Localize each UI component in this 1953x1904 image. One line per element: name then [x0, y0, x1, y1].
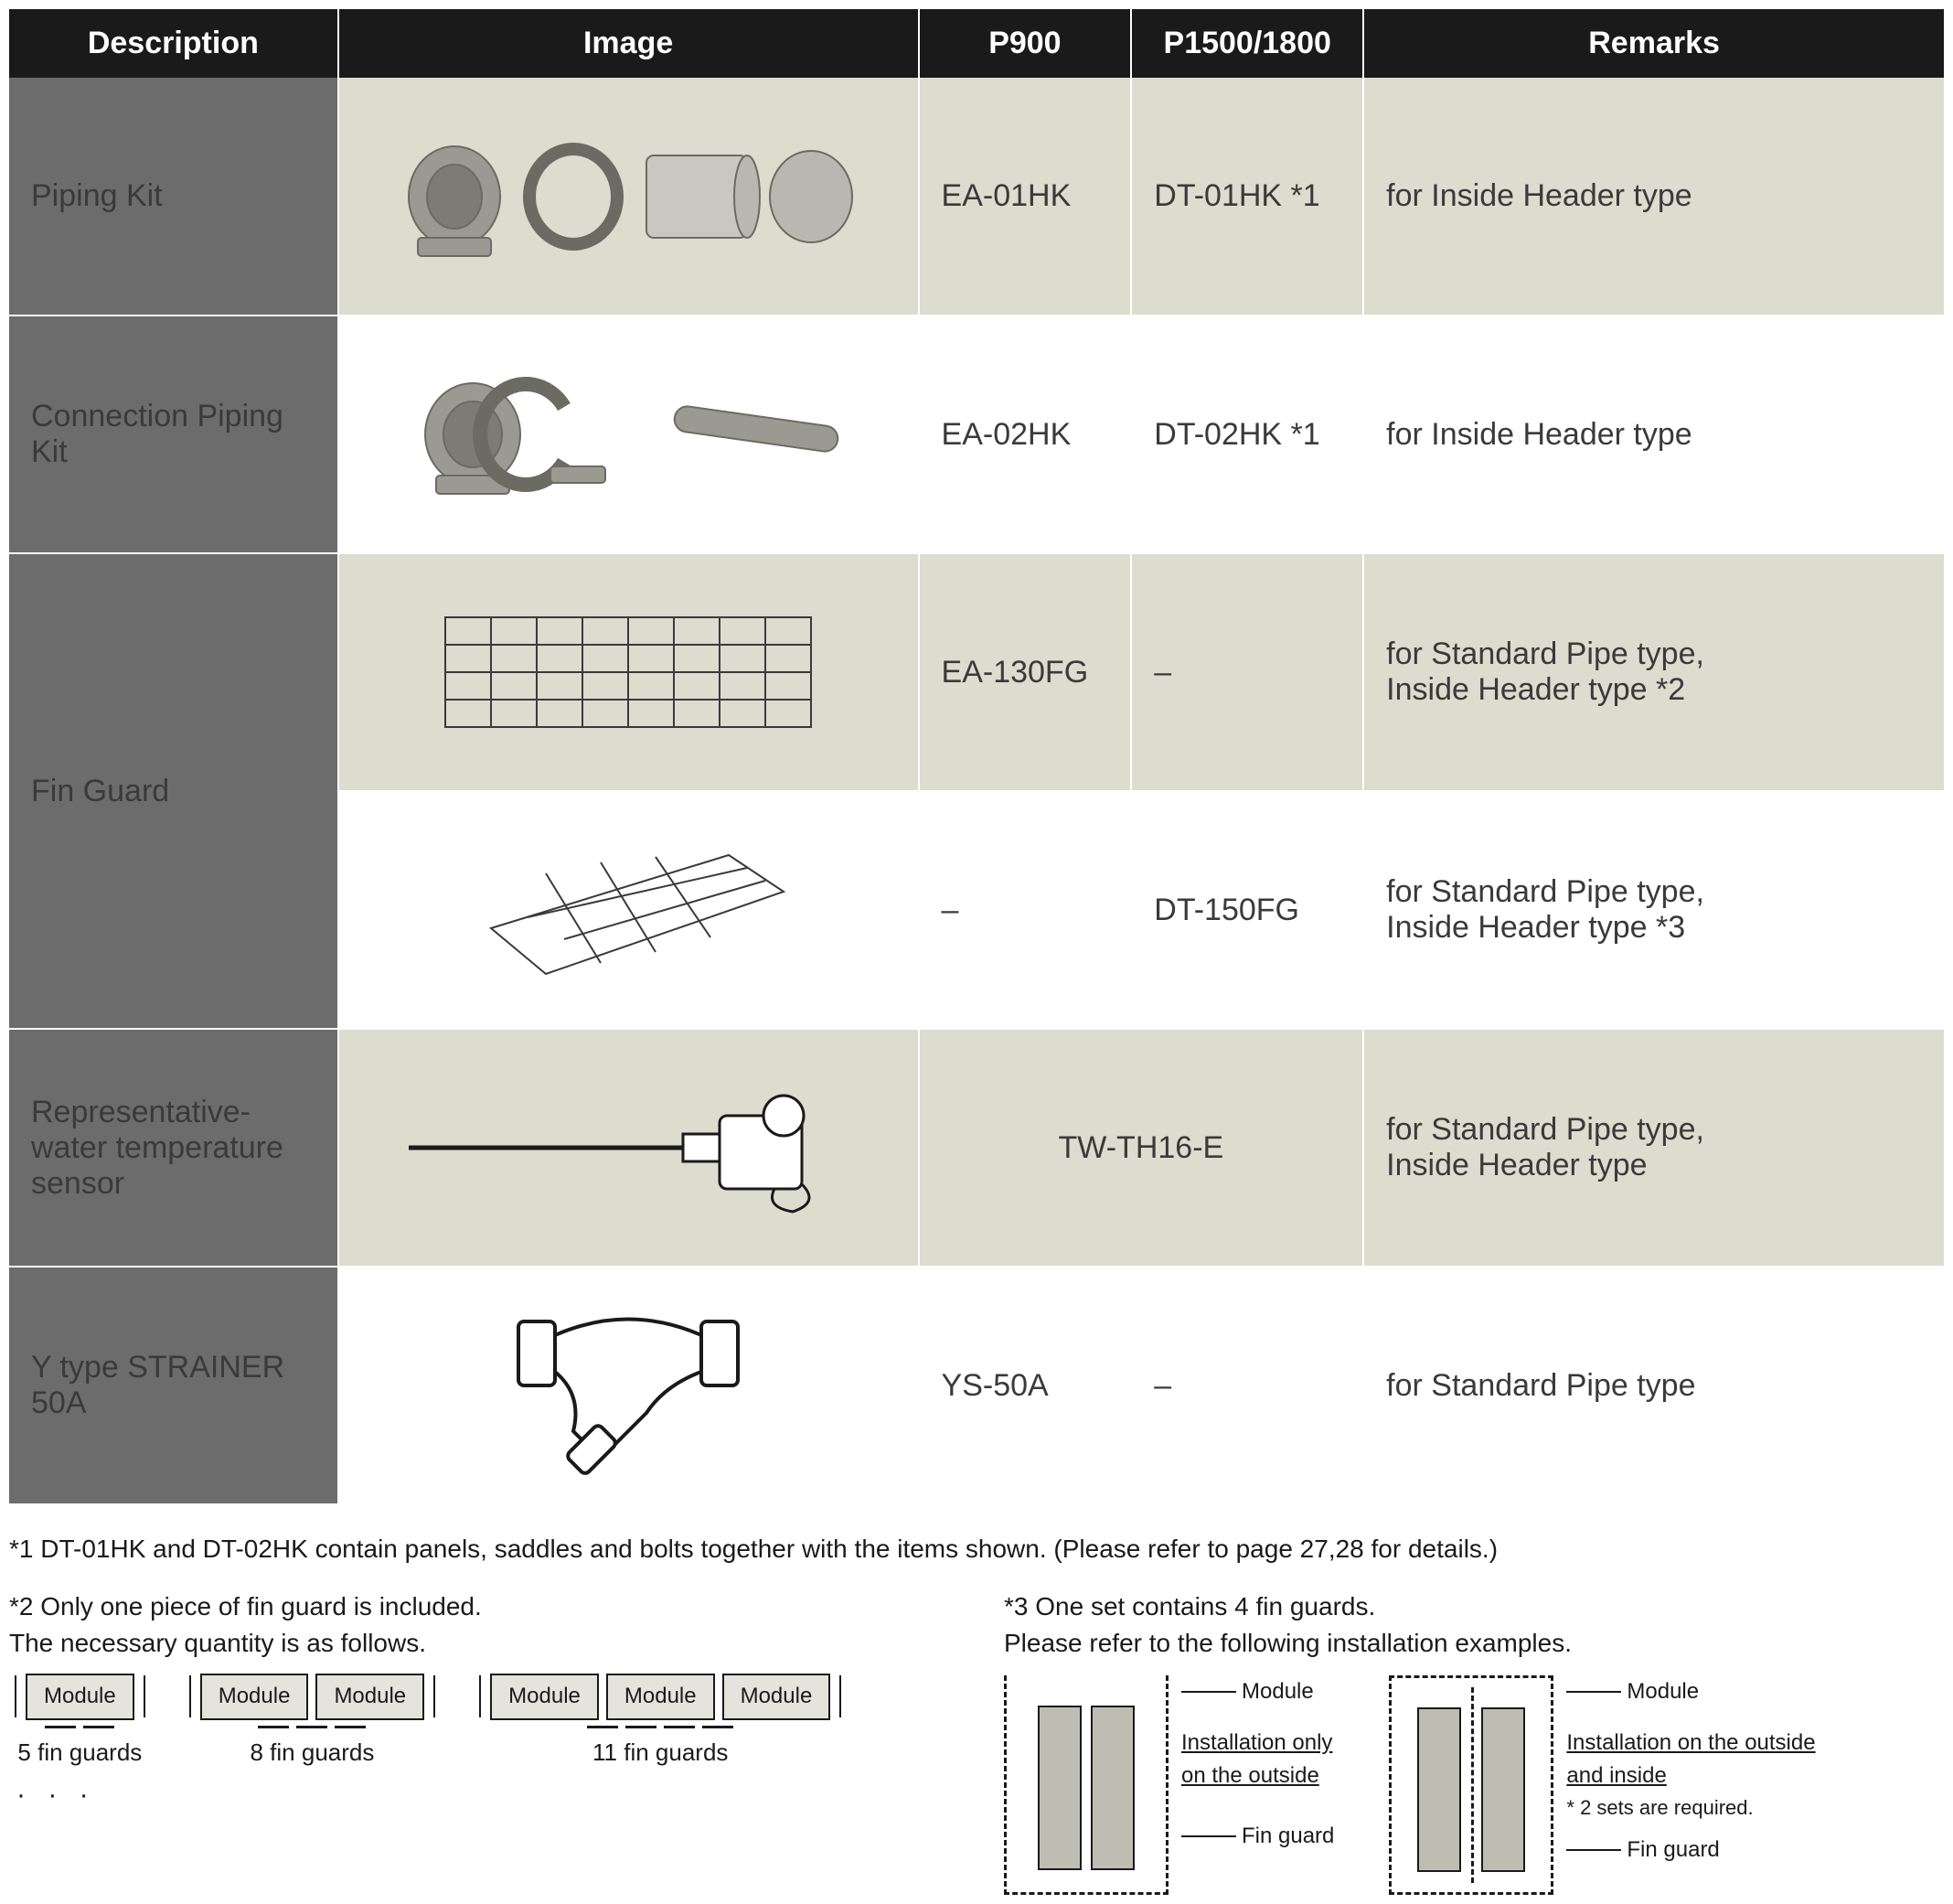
p1500-cell: DT-02HK *1: [1131, 316, 1363, 553]
col-p900: P900: [919, 9, 1132, 78]
ellipsis: · · ·: [16, 1775, 96, 1815]
install-diagram-both: Module Installation on the outside and i…: [1389, 1675, 1815, 1895]
header-row: Description Image P900 P1500/1800 Remark…: [9, 9, 1944, 78]
remarks-cell: for Standard Pipe type, Inside Header ty…: [1363, 791, 1944, 1029]
module-box: Module: [200, 1674, 309, 1720]
remarks-cell: for Standard Pipe type, Inside Header ty…: [1363, 1029, 1944, 1267]
module-group: Module Module Module 11 fin guards: [474, 1674, 847, 1770]
col-image: Image: [338, 9, 919, 78]
connection-kit-icon: [400, 361, 857, 508]
table-row: Connection Piping Kit EA-02HK DT-02HK *1…: [9, 316, 1944, 553]
table-row: Representative-water temperature sensor …: [9, 1029, 1944, 1267]
module-box: Module: [606, 1674, 715, 1720]
image-cell: [338, 78, 919, 316]
p1500-cell: –: [1131, 1267, 1363, 1504]
image-cell: [338, 1267, 919, 1504]
image-cell: [338, 553, 919, 791]
remarks-cell: for Standard Pipe type: [1363, 1267, 1944, 1504]
p900-cell: EA-01HK: [919, 78, 1132, 316]
table-row: Fin Guard EA-130FG – for Standard Pipe t…: [9, 553, 1944, 791]
module-strip: Module 5 fin guards Module Module 8: [9, 1674, 949, 1815]
module-caption: 5 fin guards: [17, 1736, 142, 1770]
p900-cell: –: [919, 791, 1132, 1029]
remarks-cell: for Inside Header type: [1363, 78, 1944, 316]
module-box: Module: [490, 1674, 599, 1720]
desc-cell: Fin Guard: [9, 553, 338, 1029]
remarks-cell: for Standard Pipe type, Inside Header ty…: [1363, 553, 1944, 791]
inst-title: Installation only on the outside: [1181, 1727, 1334, 1792]
footnotes: *1 DT-01HK and DT-02HK contain panels, s…: [9, 1531, 1944, 1895]
inst-note: * 2 sets are required.: [1566, 1792, 1815, 1823]
y-strainer-icon: [482, 1285, 774, 1486]
inst-title: Installation on the outside and inside: [1566, 1727, 1815, 1792]
table-row: Piping Kit EA-01HK DT-01HK *1 for Inside…: [9, 78, 1944, 316]
image-cell: [338, 1029, 919, 1267]
desc-cell: Y type STRAINER 50A: [9, 1267, 338, 1504]
desc-cell: Representative-water temperature sensor: [9, 1029, 338, 1267]
footnote-2-head: *2 Only one piece of fin guard is includ…: [9, 1588, 949, 1663]
module-caption: 11 fin guards: [592, 1736, 728, 1770]
module-caption: 8 fin guards: [251, 1736, 375, 1770]
p900-cell: EA-02HK: [919, 316, 1132, 553]
inst-fin-label: Fin guard: [1566, 1834, 1815, 1867]
temp-sensor-icon: [390, 1065, 866, 1230]
p1500-cell: DT-01HK *1: [1131, 78, 1363, 316]
footnote-2-block: *2 Only one piece of fin guard is includ…: [9, 1588, 949, 1895]
footnote-1: *1 DT-01HK and DT-02HK contain panels, s…: [9, 1531, 1944, 1568]
inst-fin-label: Fin guard: [1181, 1820, 1334, 1853]
module-box: Module: [26, 1674, 134, 1720]
inst-module-label: Module: [1566, 1675, 1815, 1708]
remarks-cell: for Inside Header type: [1363, 316, 1944, 553]
install-diagram-outside: Module Installation only on the outside …: [1004, 1675, 1334, 1895]
inst-module-label: Module: [1181, 1675, 1334, 1708]
fin-guard-flat-icon: [418, 590, 838, 754]
p900-cell: EA-130FG: [919, 553, 1132, 791]
p900-merged-cell: TW-TH16-E: [919, 1029, 1364, 1267]
p1500-cell: DT-150FG: [1131, 791, 1363, 1029]
col-p1500: P1500/1800: [1131, 9, 1363, 78]
footnote-3-block: *3 One set contains 4 fin guards. Please…: [1004, 1588, 1944, 1895]
module-box: Module: [315, 1674, 424, 1720]
piping-kit-icon: [390, 119, 866, 274]
fin-guard-angled-icon: [436, 818, 820, 1001]
p900-cell: YS-50A: [919, 1267, 1132, 1504]
module-group: Module 5 fin guards: [9, 1674, 151, 1770]
footnote-3-head: *3 One set contains 4 fin guards. Please…: [1004, 1588, 1944, 1663]
parts-table: Description Image P900 P1500/1800 Remark…: [9, 9, 1944, 1505]
desc-cell: Piping Kit: [9, 78, 338, 316]
table-row: Y type STRAINER 50A YS-50A – for Standar…: [9, 1267, 1944, 1504]
module-group: Module Module 8 fin guards: [184, 1674, 441, 1770]
desc-cell: Connection Piping Kit: [9, 316, 338, 553]
image-cell: [338, 791, 919, 1029]
col-remarks: Remarks: [1363, 9, 1944, 78]
image-cell: [338, 316, 919, 553]
module-box: Module: [722, 1674, 831, 1720]
col-description: Description: [9, 9, 338, 78]
p1500-cell: –: [1131, 553, 1363, 791]
